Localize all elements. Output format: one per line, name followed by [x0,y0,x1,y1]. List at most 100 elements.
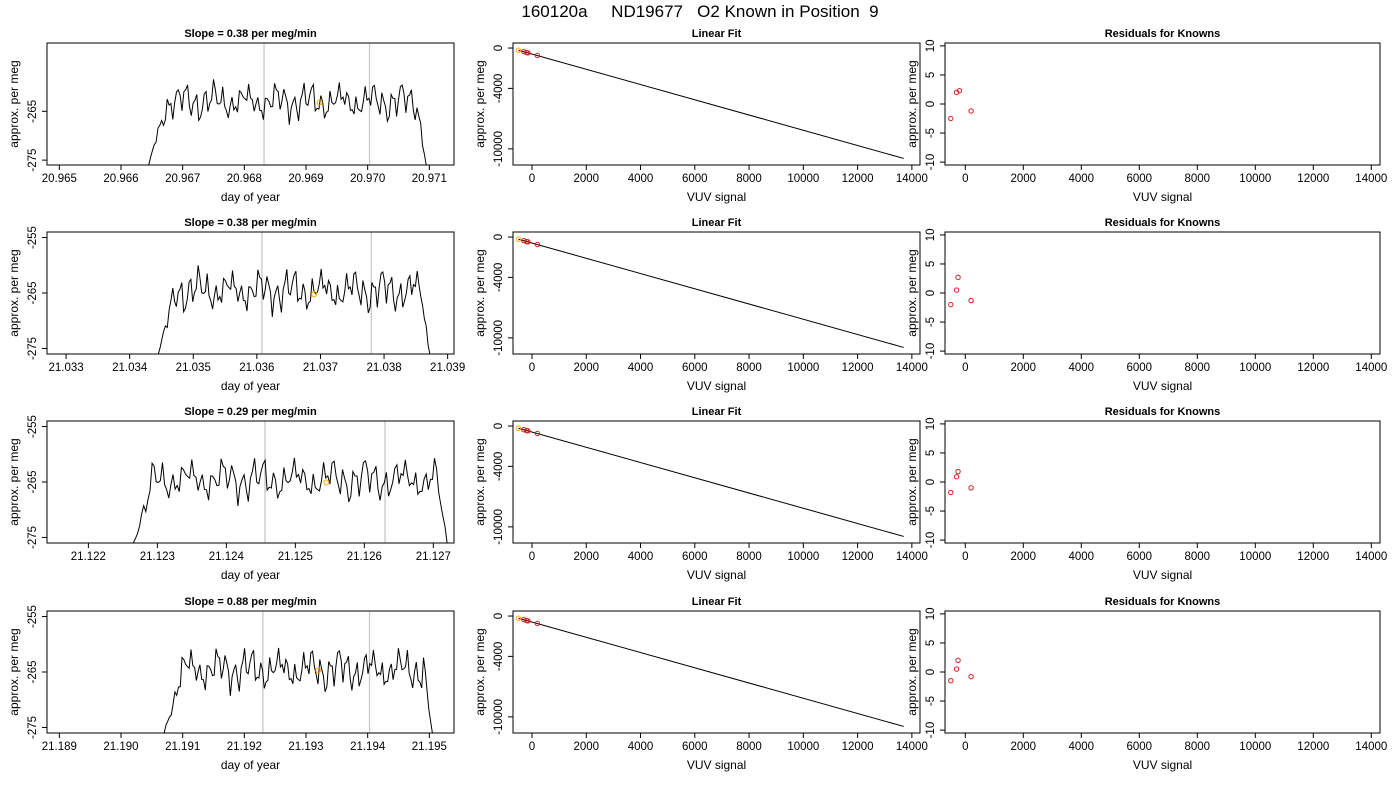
x-tick-label: 10000 [787,173,819,185]
x-tick-label: 12000 [1297,741,1329,753]
x-tick-label: 10000 [787,551,819,563]
y-tick-label: -5 [925,696,937,706]
x-tick-label: 2000 [1011,741,1037,753]
x-tick-label: 4000 [628,551,654,563]
y-tick-label: 5 [925,261,937,267]
plot-frame [512,610,921,734]
y-tick-label: -275 [27,337,39,360]
residual-point [956,87,963,94]
y-tick-label: -5 [925,317,937,327]
x-tick-label: 21.033 [48,362,83,374]
plot-frame [512,420,921,544]
fit-point [525,50,531,56]
signal-trace [132,457,448,543]
panel-3-3: Residuals for Knowns VUV signal approx. pe… [905,406,1387,582]
plot-frame [944,231,1381,355]
y-tick-label: 0 [493,423,505,429]
x-tick-label: 12000 [842,362,874,374]
fit-line [518,49,904,159]
residual-point [948,489,954,496]
plot-frame [46,610,455,734]
panel-3-2: Residuals for Knowns VUV signal approx. pe… [905,217,1387,393]
x-tick-label: 21.035 [176,362,211,374]
plot-content [515,615,904,727]
x-tick-label: 8000 [736,362,762,374]
x-tick-label: 14000 [1355,173,1387,185]
fit-point [534,52,541,59]
panel-title: Slope = 0.88 per meg/min [184,596,317,608]
residual-point [955,468,961,475]
panel-title: Slope = 0.38 per meg/min [184,217,317,229]
x-tick-label: 0 [962,741,968,753]
x-tick-label: 0 [529,741,535,753]
x-tick-label: 2000 [573,551,599,563]
y-tick-label: 0 [925,669,937,675]
fit-point [525,239,531,245]
y-axis-label: approx. per meg [7,438,21,525]
y-axis-label: approx. per meg [473,249,487,336]
panel-title: Residuals for Knowns [1105,28,1221,40]
x-tick-label: 14000 [1355,551,1387,563]
x-tick-label: 6000 [682,362,708,374]
x-tick-label: 0 [962,362,968,374]
x-tick-label: 4000 [1069,741,1095,753]
plot-content [948,468,974,496]
x-tick-label: 21.125 [278,551,313,563]
plot-frame [512,42,921,166]
x-tick-label: 21.191 [165,741,200,753]
plot-frame [944,420,1381,544]
y-tick-label: -5 [925,506,937,516]
y-tick-label: -275 [27,526,39,549]
y-tick-label: -10000 [493,699,505,735]
fit-point [515,236,522,242]
fit-point [525,618,531,624]
y-tick-label: -275 [27,716,39,739]
panel-3-1: Residuals for Knowns VUV signal approx. pe… [905,28,1387,204]
x-axis-label: VUV signal [687,758,746,772]
x-tick-label: 20.967 [165,173,200,185]
y-tick-label: 0 [925,479,937,485]
y-tick-label: 5 [925,640,937,646]
panel-1-2: Slope = 0.38 per meg/min day of year appro… [7,217,465,393]
known-point [315,667,322,674]
fit-point [534,241,541,248]
fit-line [518,427,904,537]
plot-frame [512,231,921,355]
residual-point [948,678,954,684]
panel-title: Residuals for Knowns [1105,406,1221,418]
y-tick-label: -265 [27,281,39,304]
x-tick-label: 21.038 [366,362,401,374]
residual-point [968,673,974,680]
residual-point [968,485,974,491]
signal-trace [157,265,431,354]
x-tick-label: 8000 [1185,362,1211,374]
x-tick-label: 20.965 [42,173,77,185]
x-tick-label: 20.968 [227,173,262,185]
panel-title: Residuals for Knowns [1105,596,1221,608]
x-tick-label: 12000 [842,551,874,563]
x-tick-label: 21.194 [350,741,386,753]
y-tick-label: 0 [925,101,937,107]
plot-frame [46,420,455,544]
x-tick-label: 10000 [1239,741,1271,753]
residual-point [948,115,954,122]
x-tick-label: 8000 [736,551,762,563]
x-tick-label: 21.039 [430,362,465,374]
x-tick-label: 12000 [1297,173,1329,185]
x-tick-label: 20.970 [350,173,385,185]
panel-2-4: Linear Fit VUV signal approx. per meg 0 2000… [473,596,928,772]
fit-point [534,620,541,627]
plot-frame [46,42,455,166]
fit-point [515,615,522,621]
x-axis-label: VUV signal [687,379,746,393]
x-tick-label: 0 [962,173,968,185]
x-tick-label: 14000 [1355,362,1387,374]
x-tick-label: 10000 [1239,173,1271,185]
y-tick-label: -265 [27,660,39,683]
y-axis-label: approx. per meg [905,60,919,147]
y-axis-label: approx. per meg [905,249,919,336]
x-tick-label: 6000 [1127,551,1153,563]
y-tick-label: 10 [925,40,937,53]
plot-content [148,43,427,165]
